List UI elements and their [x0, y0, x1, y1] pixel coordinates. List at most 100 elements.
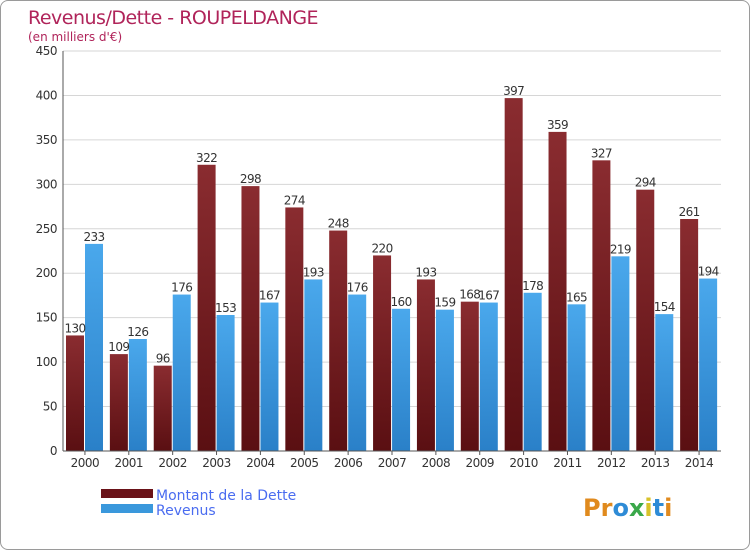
y-tick-label: 100 [36, 355, 57, 369]
chart-subtitle: (en milliers d'€) [28, 30, 122, 44]
y-tick-label: 50 [43, 400, 57, 414]
bar-debt [373, 255, 392, 451]
bar-revenus [611, 256, 630, 451]
brand-letter-i2: i [664, 494, 672, 522]
x-tick-label: 2008 [422, 456, 451, 470]
bar-revenus [392, 308, 411, 451]
bar-revenus [699, 278, 718, 451]
data-label-debt: 397 [503, 84, 524, 98]
data-label-debt: 298 [240, 172, 261, 186]
bars [66, 98, 718, 452]
data-label-revenus: 194 [698, 265, 719, 279]
x-tick-label: 2003 [202, 456, 231, 470]
y-tick-label: 0 [50, 444, 57, 458]
x-axis: 2000 2001 2002 2003 2004 2005 2006 2007 2008 2009… [63, 450, 721, 470]
x-tick-label: 2001 [115, 456, 144, 470]
x-tick-label: 2007 [378, 456, 407, 470]
y-tick-label: 400 [36, 88, 57, 102]
x-tick-label: 2014 [685, 456, 714, 470]
bar-debt [197, 164, 216, 451]
y-tick-label: 150 [36, 311, 57, 325]
x-tick-label: 2005 [290, 456, 319, 470]
data-label-revenus: 165 [566, 290, 587, 304]
brand-letter-x: x [629, 494, 645, 522]
data-label-revenus: 153 [215, 301, 236, 315]
y-axis: 0 50 100 150 200 250 300 350 400 450 [36, 44, 64, 458]
data-label-debt: 327 [591, 146, 612, 160]
bar-revenus [523, 292, 542, 451]
bar-debt [460, 301, 479, 451]
data-label-revenus: 160 [391, 295, 412, 309]
data-label-revenus: 126 [127, 325, 148, 339]
data-label-revenus: 176 [347, 281, 368, 295]
chart-title: Revenus/Dette - ROUPELDANGE [28, 7, 318, 29]
proxiti-logo: Proxiti [583, 494, 672, 522]
bar-revenus [479, 302, 498, 451]
bar-debt [592, 160, 611, 452]
bar-revenus [655, 314, 674, 451]
data-label-debt: 130 [64, 321, 85, 335]
bar-debt [241, 186, 260, 451]
bar-revenus [435, 309, 454, 451]
bar-debt [109, 354, 128, 451]
data-label-revenus: 176 [171, 281, 192, 295]
bar-debt [416, 279, 435, 451]
y-tick-label: 250 [36, 222, 57, 236]
data-label-debt: 109 [108, 340, 129, 354]
bar-revenus [348, 294, 367, 451]
brand-letter-r: r [601, 494, 613, 522]
data-label-debt: 274 [284, 193, 305, 207]
data-label-revenus: 159 [434, 296, 455, 310]
brand-letter-o: o [612, 494, 629, 522]
bar-revenus [128, 339, 147, 451]
y-tick-label: 450 [36, 44, 57, 58]
bar-revenus [172, 294, 191, 451]
brand-letter-t: t [653, 494, 664, 522]
bar-debt [504, 98, 523, 451]
data-label-debt: 168 [459, 288, 480, 302]
legend-label-debt: Montant de la Dette [156, 488, 296, 504]
data-label-revenus: 154 [654, 300, 675, 314]
data-label-debt: 261 [679, 205, 700, 219]
x-tick-label: 2012 [597, 456, 626, 470]
bar-debt [285, 207, 304, 451]
data-label-debt: 96 [156, 352, 170, 366]
x-tick-label: 2009 [465, 456, 494, 470]
bar-revenus [304, 279, 323, 451]
y-tick-label: 300 [36, 177, 57, 191]
bar-debt [153, 365, 172, 451]
legend-label-revenus: Revenus [156, 503, 216, 519]
data-label-revenus: 167 [259, 289, 280, 303]
data-label-debt: 220 [372, 241, 393, 255]
data-label-debt: 322 [196, 151, 217, 165]
grid [63, 50, 721, 452]
x-tick-label: 2002 [158, 456, 187, 470]
x-tick-label: 2011 [553, 456, 582, 470]
data-label-debt: 193 [415, 265, 436, 279]
x-tick-label: 2013 [641, 456, 670, 470]
data-label-debt: 359 [547, 118, 568, 132]
bar-revenus [85, 243, 103, 451]
x-tick-label: 2004 [246, 456, 275, 470]
brand-letter-i: i [644, 494, 652, 522]
data-label-revenus: 167 [478, 289, 499, 303]
bar-revenus [216, 315, 235, 451]
bar-debt [680, 219, 699, 451]
legend: Montant de la Dette Revenus [101, 488, 296, 519]
bar-debt [636, 189, 655, 451]
data-label-revenus: 178 [522, 279, 543, 293]
bar-debt [66, 335, 84, 451]
x-tick-label: 2000 [71, 456, 100, 470]
x-tick-label: 2010 [509, 456, 538, 470]
bar-revenus [567, 304, 586, 451]
bar-revenus [260, 302, 279, 451]
legend-swatch-debt [101, 489, 153, 498]
bar-debt [329, 230, 348, 451]
x-tick-label: 2006 [334, 456, 363, 470]
data-label-debt: 294 [635, 176, 656, 190]
bar-debt [548, 131, 567, 451]
data-label-revenus: 233 [83, 230, 104, 244]
